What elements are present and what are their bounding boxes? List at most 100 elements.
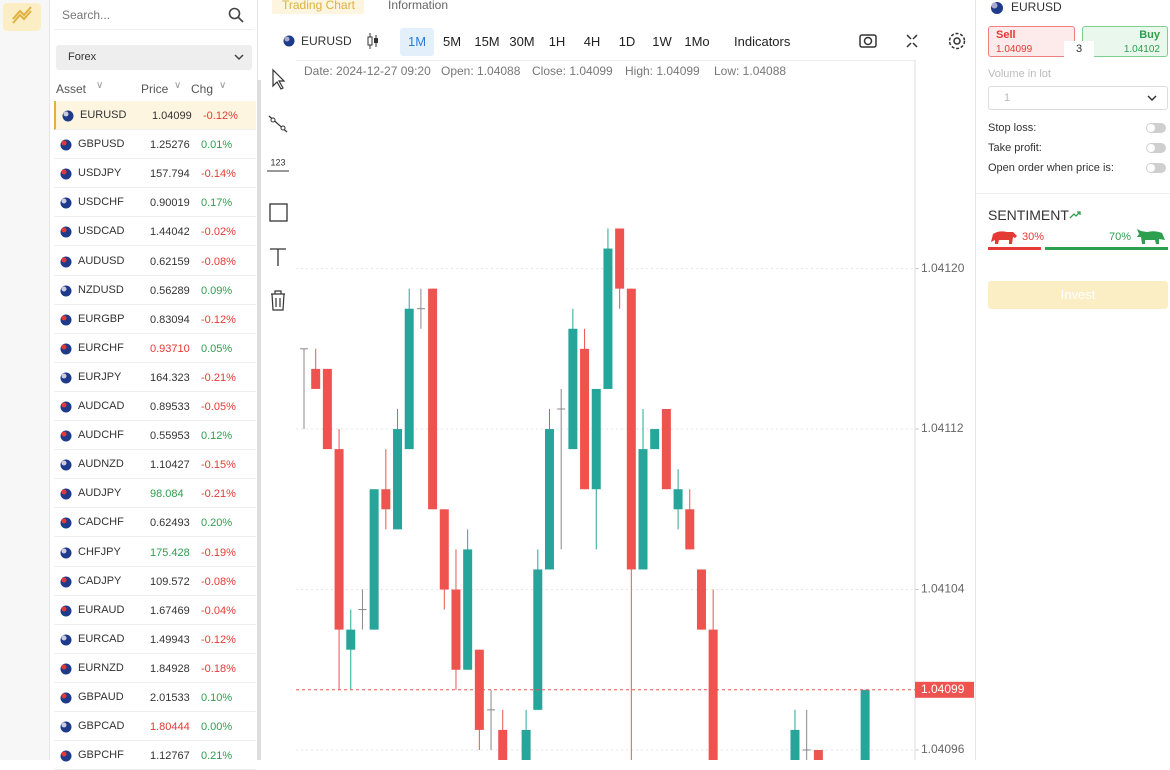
asset-price: 1.80444 <box>150 721 190 734</box>
timeframe-button[interactable]: 1Mo <box>684 34 710 49</box>
flag-fg <box>61 751 67 757</box>
flag-icon <box>60 285 72 297</box>
y-tick-label: 1.04112 <box>921 421 964 435</box>
asset-row[interactable]: AUDJPY 98.084 -0.21% <box>54 479 256 509</box>
asset-row[interactable]: USDJPY 157.794 -0.14% <box>54 159 256 189</box>
timeframe-button[interactable]: 5M <box>442 34 462 49</box>
flag-fg <box>61 489 67 495</box>
invest-label: Invest <box>1060 287 1096 302</box>
bull-label: 70% <box>1108 231 1131 243</box>
drawing-tools[interactable]: 123 <box>263 62 293 312</box>
asset-name: GBPAUD <box>78 691 124 703</box>
asset-row[interactable]: CHFJPY 175.428 -0.19% <box>54 538 256 567</box>
asset-row[interactable]: EURUSD 1.04099 -0.12% <box>54 101 256 130</box>
flag-icon <box>283 35 295 47</box>
search-placeholder: Search... <box>62 8 111 22</box>
asset-row[interactable]: GBPCHF 1.12767 0.21% <box>54 741 256 770</box>
invest-button[interactable]: Invest <box>988 281 1168 309</box>
timeframe-button[interactable]: 15M <box>474 34 500 49</box>
asset-row[interactable]: GBPUSD 1.25276 0.01% <box>54 130 256 160</box>
sort-chevron: ∨ <box>219 80 227 91</box>
volume-select[interactable]: 1 <box>988 86 1168 110</box>
tab[interactable]: Trading Chart <box>282 0 355 12</box>
flag-bg <box>60 372 72 384</box>
flag-icon <box>60 401 72 413</box>
flag-fg <box>61 373 67 379</box>
flag-icon <box>60 750 72 762</box>
chevron <box>1147 95 1157 102</box>
spread: 3 <box>1075 43 1083 55</box>
candle-body <box>626 288 636 570</box>
asset-row[interactable]: USDCHF 0.90019 0.17% <box>54 188 256 218</box>
timeframe-button[interactable]: 1M <box>399 28 435 56</box>
asset-row[interactable]: AUDCHF 0.55953 0.12% <box>54 421 256 451</box>
ohlc-info: High: 1.04099 <box>625 64 700 78</box>
timeframe-button[interactable]: 1H <box>548 34 566 49</box>
timeframe-button[interactable]: 4H <box>583 34 601 49</box>
asset-row[interactable]: CADCHF 0.62493 0.20% <box>54 508 256 538</box>
search-icon <box>228 7 244 23</box>
asset-change: -0.08% <box>201 575 236 588</box>
asset-name: USDCAD <box>78 225 125 238</box>
svg-text:123: 123 <box>270 157 285 167</box>
flag-bg <box>60 517 72 529</box>
indicators-button[interactable]: Indicators <box>734 34 791 49</box>
candle-body <box>661 408 671 490</box>
timeframe-button[interactable]: 30M <box>509 34 535 49</box>
sell-price: 1.04099 <box>996 44 1033 55</box>
toolbar-symbol[interactable]: EURUSD <box>301 34 352 48</box>
market-select[interactable]: Forex <box>56 45 252 70</box>
flag-fg <box>61 635 67 641</box>
search-box[interactable]: Search... <box>54 0 254 30</box>
last-price-tag <box>915 681 974 698</box>
candle-body <box>346 629 356 650</box>
charts-icon[interactable] <box>3 3 41 31</box>
flag-fg <box>61 286 67 292</box>
toolbar-icons[interactable] <box>856 30 976 52</box>
asset-row[interactable]: AUDNZD 1.10427 -0.15% <box>54 450 256 480</box>
asset-row[interactable]: GBPCAD 1.80444 0.00% <box>54 712 256 742</box>
stop-loss-toggle[interactable] <box>1146 123 1166 133</box>
timeframe-button[interactable]: 1W <box>652 34 672 49</box>
asset-row[interactable]: EURAUD 1.67469 -0.04% <box>54 596 256 625</box>
asset-price: 2.01533 <box>150 692 190 704</box>
candle-body <box>404 308 414 450</box>
candle-body <box>381 489 391 510</box>
asset-price: 0.55953 <box>150 430 190 443</box>
tab-active[interactable] <box>272 0 364 14</box>
asset-price: 1.49943 <box>150 633 190 646</box>
timeframe-button[interactable]: 1D <box>618 34 636 49</box>
asset-name: GBPUSD <box>78 138 125 151</box>
asset-row[interactable]: GBPAUD 2.01533 0.10% <box>54 683 256 712</box>
sell-button[interactable]: Sell 1.04099 <box>988 26 1075 57</box>
buy-button[interactable]: Buy 1.04102 <box>1082 26 1168 57</box>
column-header: Asset <box>56 82 87 96</box>
asset-row[interactable]: EURCAD 1.49943 -0.12% <box>54 625 256 654</box>
tab[interactable]: Information <box>388 0 449 12</box>
asset-name: GBPCHF <box>78 749 124 762</box>
asset-row[interactable]: EURJPY 164.323 -0.21% <box>54 363 256 392</box>
asset-row[interactable]: AUDUSD 0.62159 -0.08% <box>54 247 256 276</box>
asset-price: 175.428 <box>150 546 190 559</box>
asset-row[interactable]: NZDUSD 0.56289 0.09% <box>54 276 256 305</box>
asset-row[interactable]: EURGBP 0.83094 -0.12% <box>54 305 256 334</box>
take-profit-toggle[interactable] <box>1146 143 1166 153</box>
flag-bg <box>60 401 72 413</box>
flag-bg <box>60 256 72 267</box>
candle-body <box>533 569 543 710</box>
asset-row[interactable]: EURNZD 1.84928 -0.18% <box>54 654 256 683</box>
asset-row[interactable]: AUDCAD 0.89533 -0.05% <box>54 392 256 421</box>
asset-price: 0.62159 <box>150 255 190 268</box>
asset-row[interactable]: CADJPY 109.572 -0.08% <box>54 567 256 596</box>
asset-price: 1.25276 <box>150 139 190 152</box>
plot-area <box>296 228 915 760</box>
flag-bg <box>62 110 74 122</box>
flag-icon <box>60 256 72 267</box>
flag-bg <box>60 750 72 762</box>
flag-bg <box>60 430 72 442</box>
asset-row[interactable]: USDCAD 1.44042 -0.02% <box>54 217 256 247</box>
asset-row[interactable]: EURCHF 0.93710 0.05% <box>54 334 256 363</box>
open-order-toggle[interactable] <box>1146 163 1166 173</box>
candle-type-icon[interactable] <box>366 32 380 50</box>
